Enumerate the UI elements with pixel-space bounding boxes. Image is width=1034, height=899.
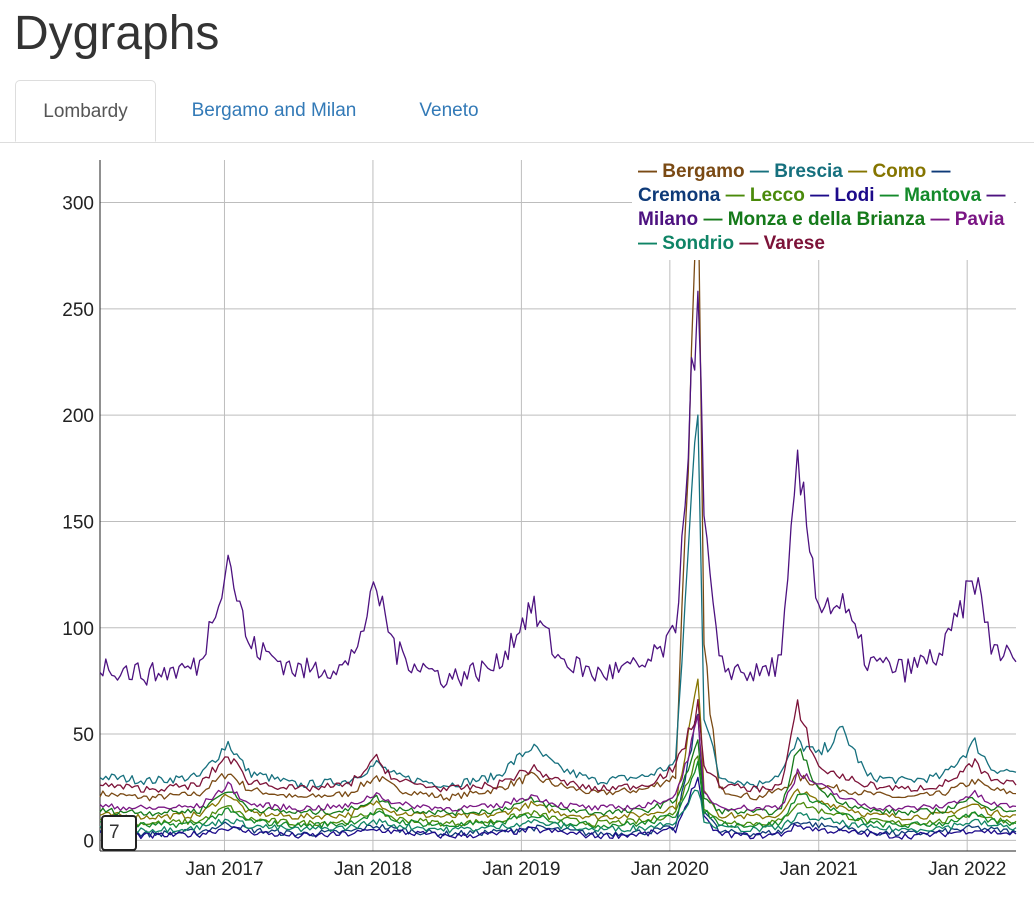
x-tick-label: Jan 2019 (482, 859, 560, 880)
series-line-sondrio (99, 789, 1017, 834)
legend-entry-lodi: — Lodi (810, 185, 880, 206)
x-tick-label: Jan 2021 (780, 859, 858, 880)
legend-label: Varese (763, 233, 825, 254)
legend-label: Monza e della Brianza (727, 209, 931, 230)
series-line-lecco (99, 755, 1017, 828)
y-tick-label: 0 (83, 831, 94, 852)
legend-swatch: — (810, 185, 835, 206)
y-tick-label: 300 (62, 194, 94, 215)
series-line-milano (99, 290, 1017, 689)
series-line-mantova (99, 760, 1017, 829)
y-tick-label: 50 (73, 725, 94, 746)
legend-entry-sondrio: — Sondrio (638, 233, 739, 254)
y-tick-label: 200 (62, 406, 94, 427)
legend-swatch: — (725, 185, 750, 206)
legend-swatch: — (986, 185, 1006, 206)
tab-bergamo-and-milan[interactable]: Bergamo and Milan (191, 100, 357, 121)
legend-label: Bergamo (662, 161, 750, 182)
y-tick-label: 250 (62, 300, 94, 321)
x-tick-label: Jan 2018 (334, 859, 412, 880)
legend-entry-milano: — Milano (638, 185, 1005, 230)
legend-swatch: — (879, 185, 905, 206)
legend-swatch: — (638, 233, 663, 254)
series-line-bergamo (99, 164, 1017, 802)
legend-label: Como (872, 161, 932, 182)
series-line-pavia (99, 714, 1017, 812)
legend-label: Mantova (904, 185, 987, 206)
legend-entry-pavia: — Pavia (930, 209, 1004, 230)
legend-entry-monza-e-della-brianza: — Monza e della Brianza (703, 209, 930, 230)
tab-lombardy[interactable]: Lombardy (15, 80, 156, 142)
legend-entry-bergamo: — Bergamo (638, 161, 750, 182)
legend-swatch: — (931, 161, 951, 182)
tab-bar: Lombardy Bergamo and Milan Veneto (0, 80, 1034, 143)
rolling-period-input[interactable]: 7 (101, 815, 137, 851)
legend-label: Cremona (638, 185, 726, 206)
y-tick-label: 100 (62, 619, 94, 640)
x-tick-label: Jan 2022 (928, 859, 1006, 880)
legend-entry-lecco: — Lecco (726, 185, 810, 206)
legend-entry-brescia: — Brescia (750, 161, 848, 182)
x-tick-label: Jan 2020 (631, 859, 709, 880)
legend-entry-mantova: — Mantova (880, 185, 987, 206)
legend-entry-cremona: — Cremona (638, 161, 951, 206)
y-tick-label: 150 (62, 512, 94, 533)
legend-label: Milano (638, 209, 704, 230)
legend-swatch: — (739, 233, 764, 254)
page-title: Dygraphs (14, 7, 220, 60)
legend-label: Lecco (749, 185, 811, 206)
legend-label: Lodi (834, 185, 880, 206)
legend-entry-como: — Como (848, 161, 931, 182)
legend-label: Pavia (954, 209, 1005, 230)
chart-legend: — Bergamo — Brescia — Como — Cremona — L… (632, 160, 1014, 260)
series-line-varese (99, 699, 1017, 793)
legend-swatch: — (703, 209, 728, 230)
legend-entry-varese: — Varese (739, 233, 825, 254)
legend-swatch: — (848, 161, 873, 182)
legend-swatch: — (930, 209, 955, 230)
legend-swatch: — (749, 161, 775, 182)
legend-swatch: — (638, 161, 663, 182)
legend-label: Brescia (774, 161, 849, 182)
series-line-lodi (99, 776, 1017, 840)
series-line-cremona (99, 713, 1017, 838)
series-line-brescia (99, 414, 1017, 789)
x-tick-label: Jan 2017 (185, 859, 263, 880)
tab-veneto[interactable]: Veneto (419, 100, 479, 121)
legend-label: Sondrio (662, 233, 740, 254)
